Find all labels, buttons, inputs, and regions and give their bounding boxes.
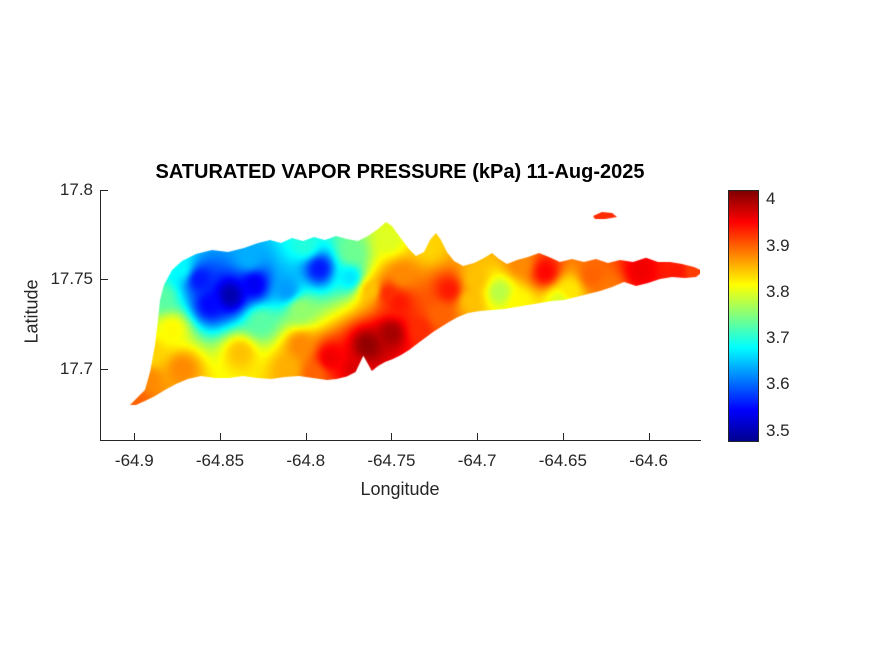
x-tick-label: -64.85: [195, 451, 245, 470]
colorbar-tick-label: 4: [766, 189, 776, 209]
colorbar-tick-label: 3.7: [766, 328, 790, 348]
colorbar-tick-label: 3.5: [766, 420, 790, 440]
x-tick-label: -64.7: [457, 451, 497, 470]
x-tick-mark: [562, 433, 564, 440]
x-tick-label: -64.75: [367, 451, 416, 470]
x-tick-label: -64.8: [286, 451, 326, 470]
x-tick-label: -64.6: [629, 451, 668, 470]
y-tick-mark: [101, 368, 108, 370]
x-tick-mark: [648, 433, 650, 440]
y-tick-label: 17.7: [59, 358, 93, 378]
y-tick-mark: [101, 279, 108, 281]
colorbar-tick-label: 3.6: [766, 374, 790, 394]
x-tick-mark: [477, 433, 479, 440]
x-axis-spine: [100, 440, 701, 441]
colorbar: [728, 190, 759, 442]
colorbar-tick-label: 3.9: [766, 235, 790, 255]
x-axis-label: Longitude: [360, 479, 440, 499]
x-tick-mark: [220, 433, 221, 440]
colorbar-gradient: [729, 191, 758, 441]
x-tick-mark: [305, 433, 307, 440]
x-tick-label: -64.65: [538, 451, 587, 470]
y-tick-label: 17.8: [59, 180, 93, 199]
x-tick-mark: [391, 433, 393, 440]
x-tick-label: -64.9: [114, 451, 154, 470]
y-axis-spine: [100, 190, 101, 441]
y-tick-label: 17.75: [50, 269, 93, 289]
colorbar-tick-label: 3.8: [766, 281, 790, 301]
y-tick-mark: [101, 190, 108, 191]
chart-title: SATURATED VAPOR PRESSURE (kPa) 11-Aug-20…: [155, 161, 645, 183]
x-tick-mark: [134, 433, 136, 440]
heatmap-canvas: [100, 190, 700, 440]
